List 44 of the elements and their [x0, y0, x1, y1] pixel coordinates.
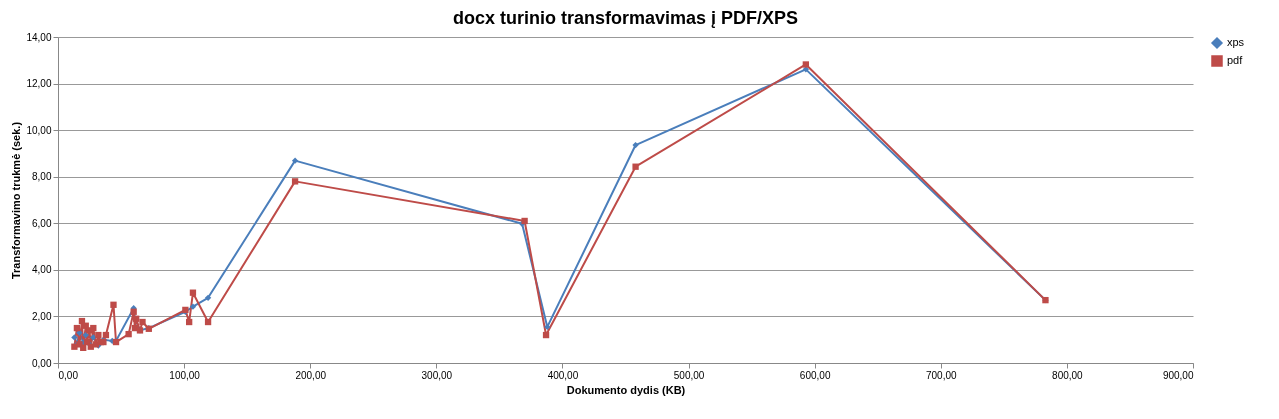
point — [73, 324, 81, 332]
x-tick-label: 500,00 — [673, 369, 705, 381]
point — [291, 178, 299, 185]
y-tick-label: 14,00 — [26, 31, 52, 43]
point — [632, 163, 639, 170]
x-tick-label: 100,00 — [169, 369, 201, 381]
x-tick-label: 900,00 — [1162, 369, 1194, 381]
y-axis-title: Transformavimo trukmė (sek.) — [10, 121, 23, 280]
y-tick-label: 6,00 — [32, 217, 52, 229]
point — [542, 331, 550, 339]
legend-label: pdf — [1227, 54, 1244, 66]
point — [95, 331, 102, 339]
y-tick-label: 10,00 — [26, 124, 52, 136]
point — [139, 318, 146, 326]
point — [80, 344, 87, 352]
x-tick-label: 400,00 — [547, 369, 579, 381]
point — [185, 318, 193, 326]
x-axis-title: Dokumento dydis (KB) — [566, 383, 686, 396]
point — [632, 141, 639, 149]
point — [802, 61, 809, 68]
x-tick-label: 700,00 — [925, 369, 958, 381]
point — [189, 303, 197, 310]
point — [133, 315, 140, 322]
x-tick-label: 800,00 — [1052, 369, 1084, 381]
point — [189, 289, 197, 296]
x-tick-label: 200,00 — [295, 369, 327, 381]
chart-title: docx turinio transformavimas į PDF/XPS — [452, 8, 799, 28]
point — [90, 324, 97, 332]
y-tick-label: 0,00 — [32, 357, 52, 369]
x-tick-label: 600,00 — [799, 369, 831, 381]
point — [291, 157, 299, 164]
y-tick-label: 8,00 — [32, 171, 52, 183]
y-tick-label: 12,00 — [26, 78, 52, 90]
x-tick-label: 300,00 — [421, 369, 453, 381]
point — [125, 330, 132, 338]
point — [71, 334, 78, 341]
y-tick-label: 4,00 — [32, 264, 52, 276]
point — [110, 301, 117, 308]
point — [102, 331, 110, 339]
y-tick-label: 2,00 — [32, 310, 52, 322]
x-tick-label: 0,00 — [58, 369, 79, 381]
legend-label: xps — [1227, 36, 1245, 48]
point — [204, 318, 212, 326]
point — [204, 294, 212, 301]
